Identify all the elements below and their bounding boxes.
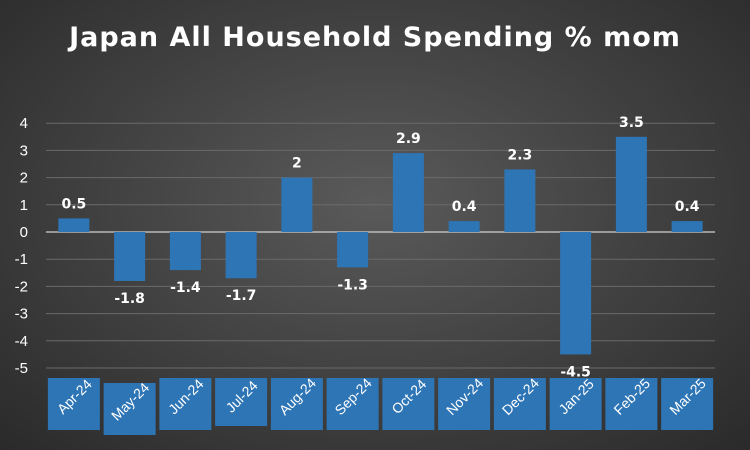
data-label: 3.5 [619, 115, 644, 131]
category-label-box [326, 378, 379, 430]
data-label: 2.3 [507, 147, 532, 163]
category-label-box [382, 378, 435, 430]
category-label-box [103, 383, 156, 435]
data-label: -1.3 [337, 277, 368, 293]
bar [392, 153, 424, 232]
y-tick-label: -3 [15, 306, 28, 323]
bar [671, 221, 703, 232]
data-label: 2 [292, 156, 302, 172]
y-tick-label: 1 [20, 197, 28, 214]
category-label-box [605, 378, 658, 430]
category-label-box [215, 378, 268, 426]
y-tick-label: -4 [15, 333, 28, 350]
bar [114, 232, 146, 281]
category-label-box [438, 378, 491, 430]
data-label: 0.5 [61, 196, 86, 212]
bar [448, 221, 480, 232]
bar [169, 232, 201, 271]
bar [281, 177, 313, 232]
data-label: 0.4 [675, 199, 700, 215]
y-tick-label: 4 [20, 115, 28, 132]
data-label: 0.4 [452, 199, 477, 215]
data-label: -1.7 [226, 288, 257, 304]
data-label: 2.9 [396, 131, 421, 147]
y-tick-label: 0 [20, 224, 28, 241]
bar [58, 218, 90, 232]
category-label-box [47, 378, 100, 430]
y-tick-label: 2 [20, 170, 28, 187]
bar [337, 232, 369, 268]
category-label-box [270, 378, 323, 430]
bar [504, 169, 536, 232]
category-label-box [159, 378, 212, 430]
y-tick-label: -1 [15, 251, 28, 268]
category-label-box [661, 378, 714, 430]
bar [615, 136, 647, 232]
chart-title: Japan All Household Spending % mom [69, 22, 681, 53]
data-label: -4.5 [560, 364, 591, 380]
bar [225, 232, 257, 279]
category-label-box [549, 378, 602, 430]
bar [560, 232, 592, 355]
data-label: -1.4 [170, 280, 201, 296]
y-tick-label: -2 [15, 278, 28, 295]
y-tick-label: 3 [20, 142, 28, 159]
y-tick-label: -5 [15, 360, 28, 377]
data-label: -1.8 [114, 291, 145, 307]
category-label-box [493, 378, 546, 430]
